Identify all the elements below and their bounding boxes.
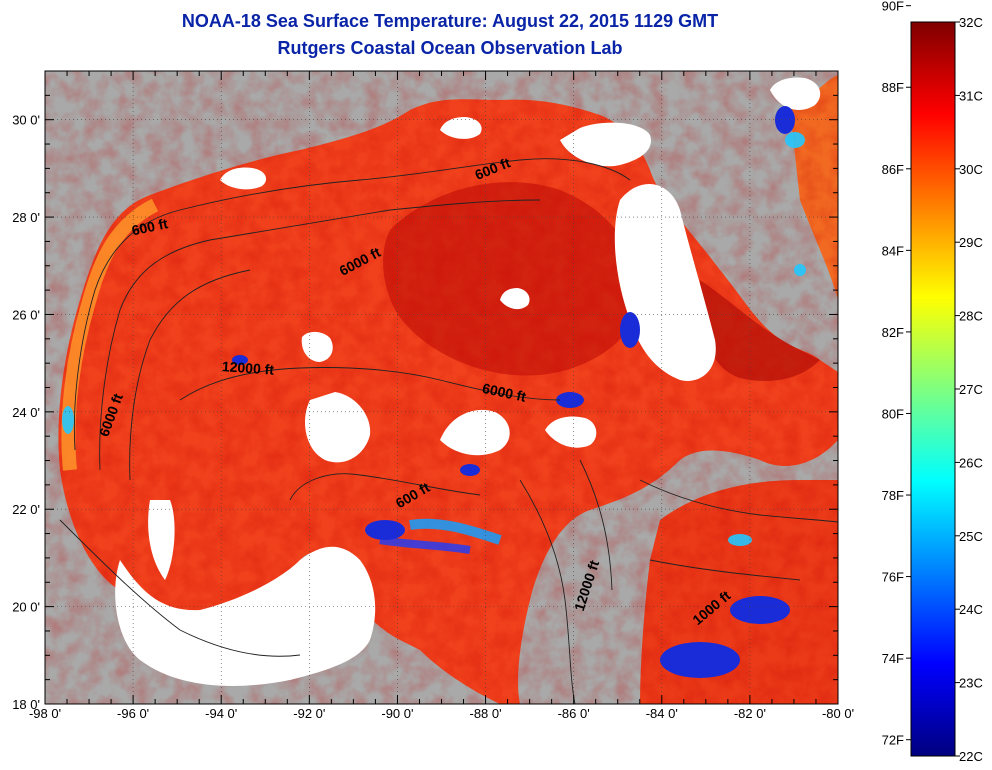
x-tick-label: -94 0' bbox=[205, 706, 237, 721]
colorbar-c-label: 32C bbox=[959, 15, 983, 30]
colorbar-f-label: 72F bbox=[882, 733, 904, 748]
y-tick-label: 28 0' bbox=[12, 210, 40, 225]
x-tick-label: -92 0' bbox=[293, 706, 325, 721]
contour-label: 12000 ft bbox=[221, 358, 274, 378]
colorbar-f-label: 90F bbox=[882, 0, 904, 14]
y-tick-label: 18 0' bbox=[12, 697, 40, 712]
y-tick-label: 30 0' bbox=[12, 113, 40, 128]
colorbar-c-label: 27C bbox=[959, 382, 983, 397]
colorbar-c-label: 26C bbox=[959, 455, 983, 470]
y-tick-label: 20 0' bbox=[12, 600, 40, 615]
bathymetry-contours bbox=[59, 158, 838, 704]
colorbar-c-label: 25C bbox=[959, 529, 983, 544]
colorbar-f-label: 84F bbox=[882, 243, 904, 258]
colorbar-f-label: 82F bbox=[882, 325, 904, 340]
latitude-axis: 18 0' 20 0' 22 0' 24 0' 26 0' 28 0' 30 0' bbox=[12, 70, 838, 712]
colorbar-f-label: 80F bbox=[882, 406, 904, 421]
yucatan-cool-band-2 bbox=[379, 536, 471, 554]
x-tick-label: -98 0' bbox=[29, 706, 61, 721]
x-tick-label: -80 0' bbox=[822, 706, 854, 721]
x-tick-label: -88 0' bbox=[469, 706, 501, 721]
map-subtitle: Rutgers Coastal Ocean Observation Lab bbox=[277, 38, 623, 58]
cloud-cover bbox=[115, 77, 821, 686]
colorbar-c-label: 22C bbox=[959, 749, 983, 764]
colorbar-f-label: 86F bbox=[882, 162, 904, 177]
graticule bbox=[45, 71, 838, 704]
map-title: NOAA-18 Sea Surface Temperature: August … bbox=[181, 11, 719, 31]
colorbar-f-label: 74F bbox=[882, 651, 904, 666]
longitude-axis: -98 0' -96 0' -94 0' -92 0' -90 0' -88 0' -86 … bbox=[29, 71, 854, 721]
x-tick-label: -96 0' bbox=[117, 706, 149, 721]
colorbar-c-label: 29C bbox=[959, 235, 983, 250]
y-tick-label: 24 0' bbox=[12, 405, 40, 420]
x-tick-label: -90 0' bbox=[381, 706, 413, 721]
x-tick-label: -86 0' bbox=[558, 706, 590, 721]
sst-texture bbox=[45, 71, 838, 704]
y-tick-label: 22 0' bbox=[12, 502, 40, 517]
x-tick-label: -82 0' bbox=[734, 706, 766, 721]
cyan-patches bbox=[62, 132, 806, 546]
colorbar-f-label: 78F bbox=[882, 488, 904, 503]
contour-label: 600 ft bbox=[130, 215, 169, 238]
yucatan-cool-band bbox=[409, 518, 502, 545]
colorbar-celsius-labels: 32C 31C 30C 29C 28C 27C 26C 25C 24C 23C 22C bbox=[955, 15, 983, 764]
y-tick-label: 26 0' bbox=[12, 307, 40, 322]
colorbar-gradient bbox=[910, 21, 956, 757]
colorbar-f-label: 88F bbox=[882, 80, 904, 95]
colorbar-c-label: 31C bbox=[959, 88, 983, 103]
colorbar-c-label: 23C bbox=[959, 676, 983, 691]
colorbar-c-label: 30C bbox=[959, 162, 983, 177]
x-tick-label: -84 0' bbox=[646, 706, 678, 721]
colorbar-c-label: 24C bbox=[959, 602, 983, 617]
colorbar-f-label: 76F bbox=[882, 570, 904, 585]
colorbar: 90F 88F 86F 84F 82F 80F 78F 76F 74F 72F 32C 31C 30C… bbox=[882, 0, 983, 764]
colorbar-fahrenheit-labels: 90F 88F 86F 84F 82F 80F 78F 76F 74F 72F bbox=[882, 0, 911, 748]
cool-patches bbox=[232, 106, 795, 678]
colorbar-c-label: 28C bbox=[959, 309, 983, 324]
